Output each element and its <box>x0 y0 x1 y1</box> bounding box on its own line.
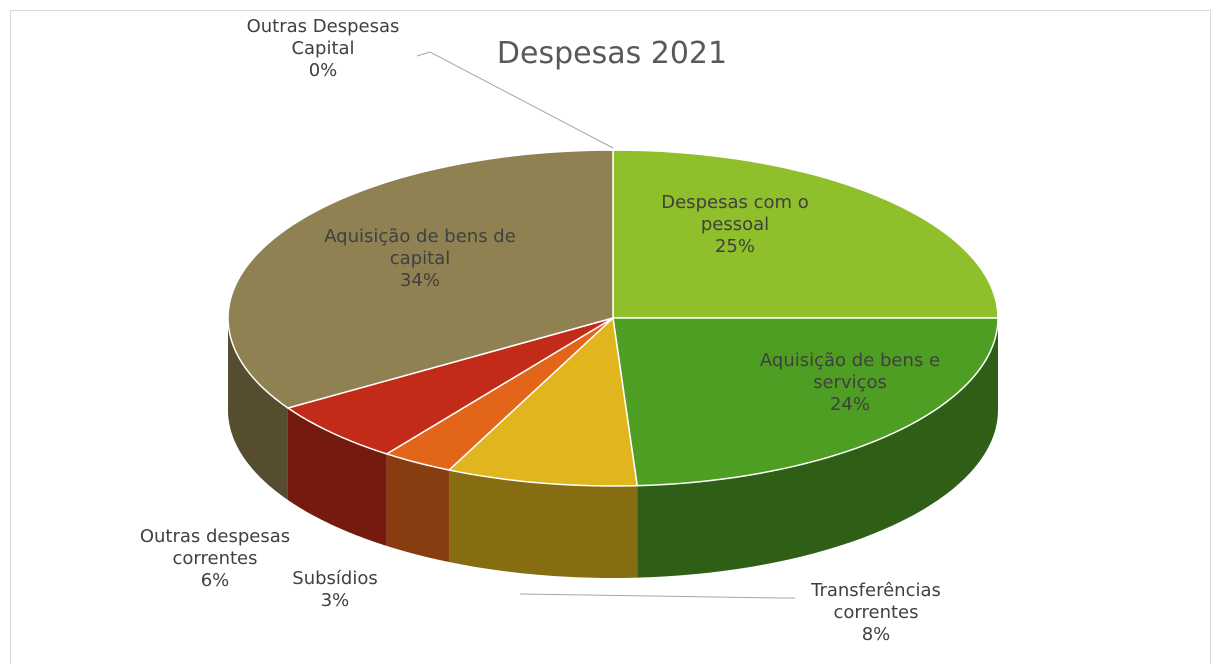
slice <box>286 317 614 455</box>
value-label: 3% <box>320 590 350 611</box>
slice <box>227 149 614 409</box>
tops <box>227 149 999 487</box>
data-label: Outras despesas correntes 6% <box>125 526 305 592</box>
slice <box>447 316 639 487</box>
data-label: Despesas com o pessoal 25% <box>635 192 835 258</box>
data-label: Aquisição de bens de capital 34% <box>295 226 545 292</box>
data-label: Aquisição de bens e serviços 24% <box>725 350 975 416</box>
category-label: Transferências correntes <box>811 580 941 623</box>
value-label: 25% <box>714 236 755 257</box>
data-label: Subsídios 3% <box>275 568 395 612</box>
slice-side <box>449 470 638 578</box>
slice-side <box>386 453 450 563</box>
slice-side <box>287 408 387 546</box>
slice <box>384 317 614 471</box>
data-label: Outras Despesas Capital 0% <box>223 16 423 82</box>
walls <box>228 318 998 578</box>
slice <box>612 317 999 487</box>
category-label: Despesas com o pessoal <box>661 192 809 235</box>
category-label: Aquisição de bens e serviços <box>759 350 941 393</box>
leader-line <box>416 51 614 149</box>
value-label: 34% <box>399 270 440 291</box>
slice-side <box>228 318 288 501</box>
category-label: Outras despesas correntes <box>139 526 291 569</box>
value-label: 8% <box>861 624 891 645</box>
leader-line <box>519 593 795 599</box>
value-label: 0% <box>308 60 338 81</box>
chart-border <box>10 10 1211 664</box>
data-label: Transferências correntes 8% <box>776 580 976 646</box>
category-label: Outras Despesas Capital <box>246 16 400 59</box>
slice <box>612 149 999 319</box>
slice-side <box>637 318 998 578</box>
category-label: Aquisição de bens de capital <box>324 226 516 269</box>
value-label: 6% <box>200 570 230 591</box>
value-label: 24% <box>829 394 870 415</box>
category-label: Subsídios <box>292 568 378 589</box>
chart-title: Despesas 2021 <box>496 36 728 71</box>
